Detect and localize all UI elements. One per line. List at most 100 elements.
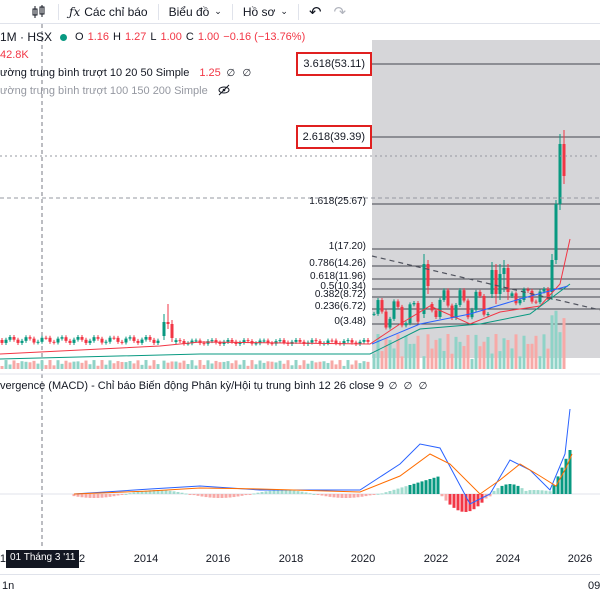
- change-value: −0.16 (−13.76%): [223, 31, 306, 43]
- volume-bar: [162, 360, 166, 369]
- volume-bar: [446, 334, 450, 369]
- macd-histogram-bar: [232, 494, 236, 498]
- macd-histogram-bar: [444, 494, 448, 501]
- candle-body: [202, 343, 206, 345]
- macd-histogram-bar: [552, 485, 556, 494]
- fib-level-label: 1.618(25.67): [309, 196, 366, 207]
- macd-histogram-bar: [360, 494, 364, 497]
- candle-body: [8, 337, 12, 340]
- macd-histogram-bar: [92, 494, 96, 498]
- candle-body: [542, 289, 546, 292]
- macd-histogram-bar: [172, 491, 176, 494]
- redo-button[interactable]: ↷: [328, 0, 353, 24]
- macd-histogram-bar: [548, 491, 552, 494]
- macd-histogram-bar: [160, 490, 164, 494]
- symbol-label[interactable]: 1M · HSX: [0, 30, 53, 44]
- candle-body: [416, 303, 420, 322]
- volume-bar: [156, 364, 160, 369]
- undo-button[interactable]: ↶: [303, 0, 328, 24]
- candle-body: [310, 340, 314, 343]
- volume-bar: [298, 365, 302, 369]
- candle-body: [12, 337, 16, 340]
- market-status-icon: [60, 33, 68, 41]
- ma1-value: 1.25: [199, 67, 221, 79]
- candle-body: [392, 301, 396, 319]
- macd-histogram-bar: [412, 483, 416, 494]
- volume-bar: [48, 360, 52, 369]
- volume-bar: [250, 360, 254, 369]
- volume-bar: [124, 362, 128, 369]
- macd-histogram-bar: [248, 494, 252, 495]
- hidden-eye-icon[interactable]: [218, 84, 230, 99]
- macd-histogram-bar: [260, 491, 264, 494]
- fib-level-label: 0.786(14.26): [309, 258, 366, 269]
- volume-bar: [338, 360, 342, 369]
- candle-body: [294, 340, 298, 342]
- volume-bar: [0, 366, 4, 369]
- volume-bar: [84, 360, 88, 369]
- macd-histogram-bar: [336, 494, 340, 498]
- macd-histogram-bar: [220, 494, 224, 498]
- volume-bar: [254, 364, 258, 369]
- x-tick: 2016: [205, 553, 231, 565]
- chart-type-button[interactable]: Biểu đồ ⌄: [163, 0, 228, 24]
- macd-histogram-bar: [324, 494, 328, 497]
- candle-body: [238, 342, 242, 344]
- candle-body: [462, 290, 466, 301]
- macd-histogram-bar: [368, 494, 372, 496]
- macd-histogram-bar: [140, 491, 144, 494]
- price-chart[interactable]: [0, 24, 600, 572]
- volume-bar: [354, 360, 358, 369]
- candle-body: [334, 340, 338, 344]
- volume-bar: [558, 332, 562, 369]
- ma-line: [0, 283, 571, 360]
- volume-bar: [56, 360, 60, 369]
- volume-bar: [502, 338, 506, 369]
- candle-body: [144, 337, 148, 340]
- indicators-button[interactable]: ƒx Các chỉ báo: [63, 0, 154, 24]
- candle-body: [166, 322, 170, 324]
- volume-bar: [194, 365, 198, 369]
- candle-body: [298, 340, 302, 342]
- candle-body: [68, 340, 72, 343]
- candle-body: [132, 337, 136, 341]
- macd-histogram-bar: [308, 493, 312, 495]
- macd-histogram-bar: [352, 494, 356, 498]
- ma1-row[interactable]: ường trung bình trượt 10 20 50 Simple 1.…: [0, 64, 305, 82]
- candle-body: [326, 340, 330, 344]
- macd-histogram-bar: [560, 467, 564, 494]
- ma2-row[interactable]: ường trung bình trượt 100 150 200 Simple: [0, 82, 305, 100]
- candle-body: [482, 295, 486, 315]
- fib-level-label: 1(17.20): [328, 241, 366, 252]
- time-axis[interactable]: 10 2 2014 2016 2018 2020 2022 2024 2026: [0, 548, 600, 570]
- candle-body: [354, 342, 358, 344]
- candle-body: [400, 306, 404, 326]
- volume-bar: [258, 360, 262, 369]
- candle-body: [222, 341, 226, 344]
- volume-bar: [136, 360, 140, 369]
- chevron-down-icon: ⌄: [280, 6, 288, 16]
- volume-bar: [80, 362, 84, 369]
- compare-button[interactable]: [0, 0, 54, 24]
- macd-legend[interactable]: vergence (MACD) - Chỉ báo Biến động Phân…: [0, 380, 429, 392]
- empty-circle-icon: ∅: [403, 380, 413, 392]
- candle-body: [182, 341, 186, 344]
- macd-histogram-bar: [144, 490, 148, 494]
- volume-bar: [450, 353, 454, 369]
- volume-bar: [458, 341, 462, 369]
- candle-body: [314, 340, 318, 342]
- candle-body: [156, 340, 160, 343]
- profile-button[interactable]: Hồ sơ ⌄: [237, 0, 294, 24]
- ohlc-row: 1M · HSX O 1.16 H 1.27 L 1.00 C 1.00 −0.16 (…: [0, 28, 305, 46]
- timeframe-button[interactable]: 1n: [2, 580, 15, 592]
- macd-histogram-bar: [200, 494, 204, 497]
- volume-bar: [214, 360, 218, 369]
- volume-bar: [4, 360, 8, 369]
- volume-bar: [72, 361, 76, 369]
- volume-bar: [318, 361, 322, 369]
- volume-bar: [434, 339, 438, 369]
- candle-body: [20, 340, 24, 343]
- candle-body: [458, 290, 462, 305]
- low-value: 1.00: [160, 31, 182, 43]
- candle-body: [514, 293, 518, 304]
